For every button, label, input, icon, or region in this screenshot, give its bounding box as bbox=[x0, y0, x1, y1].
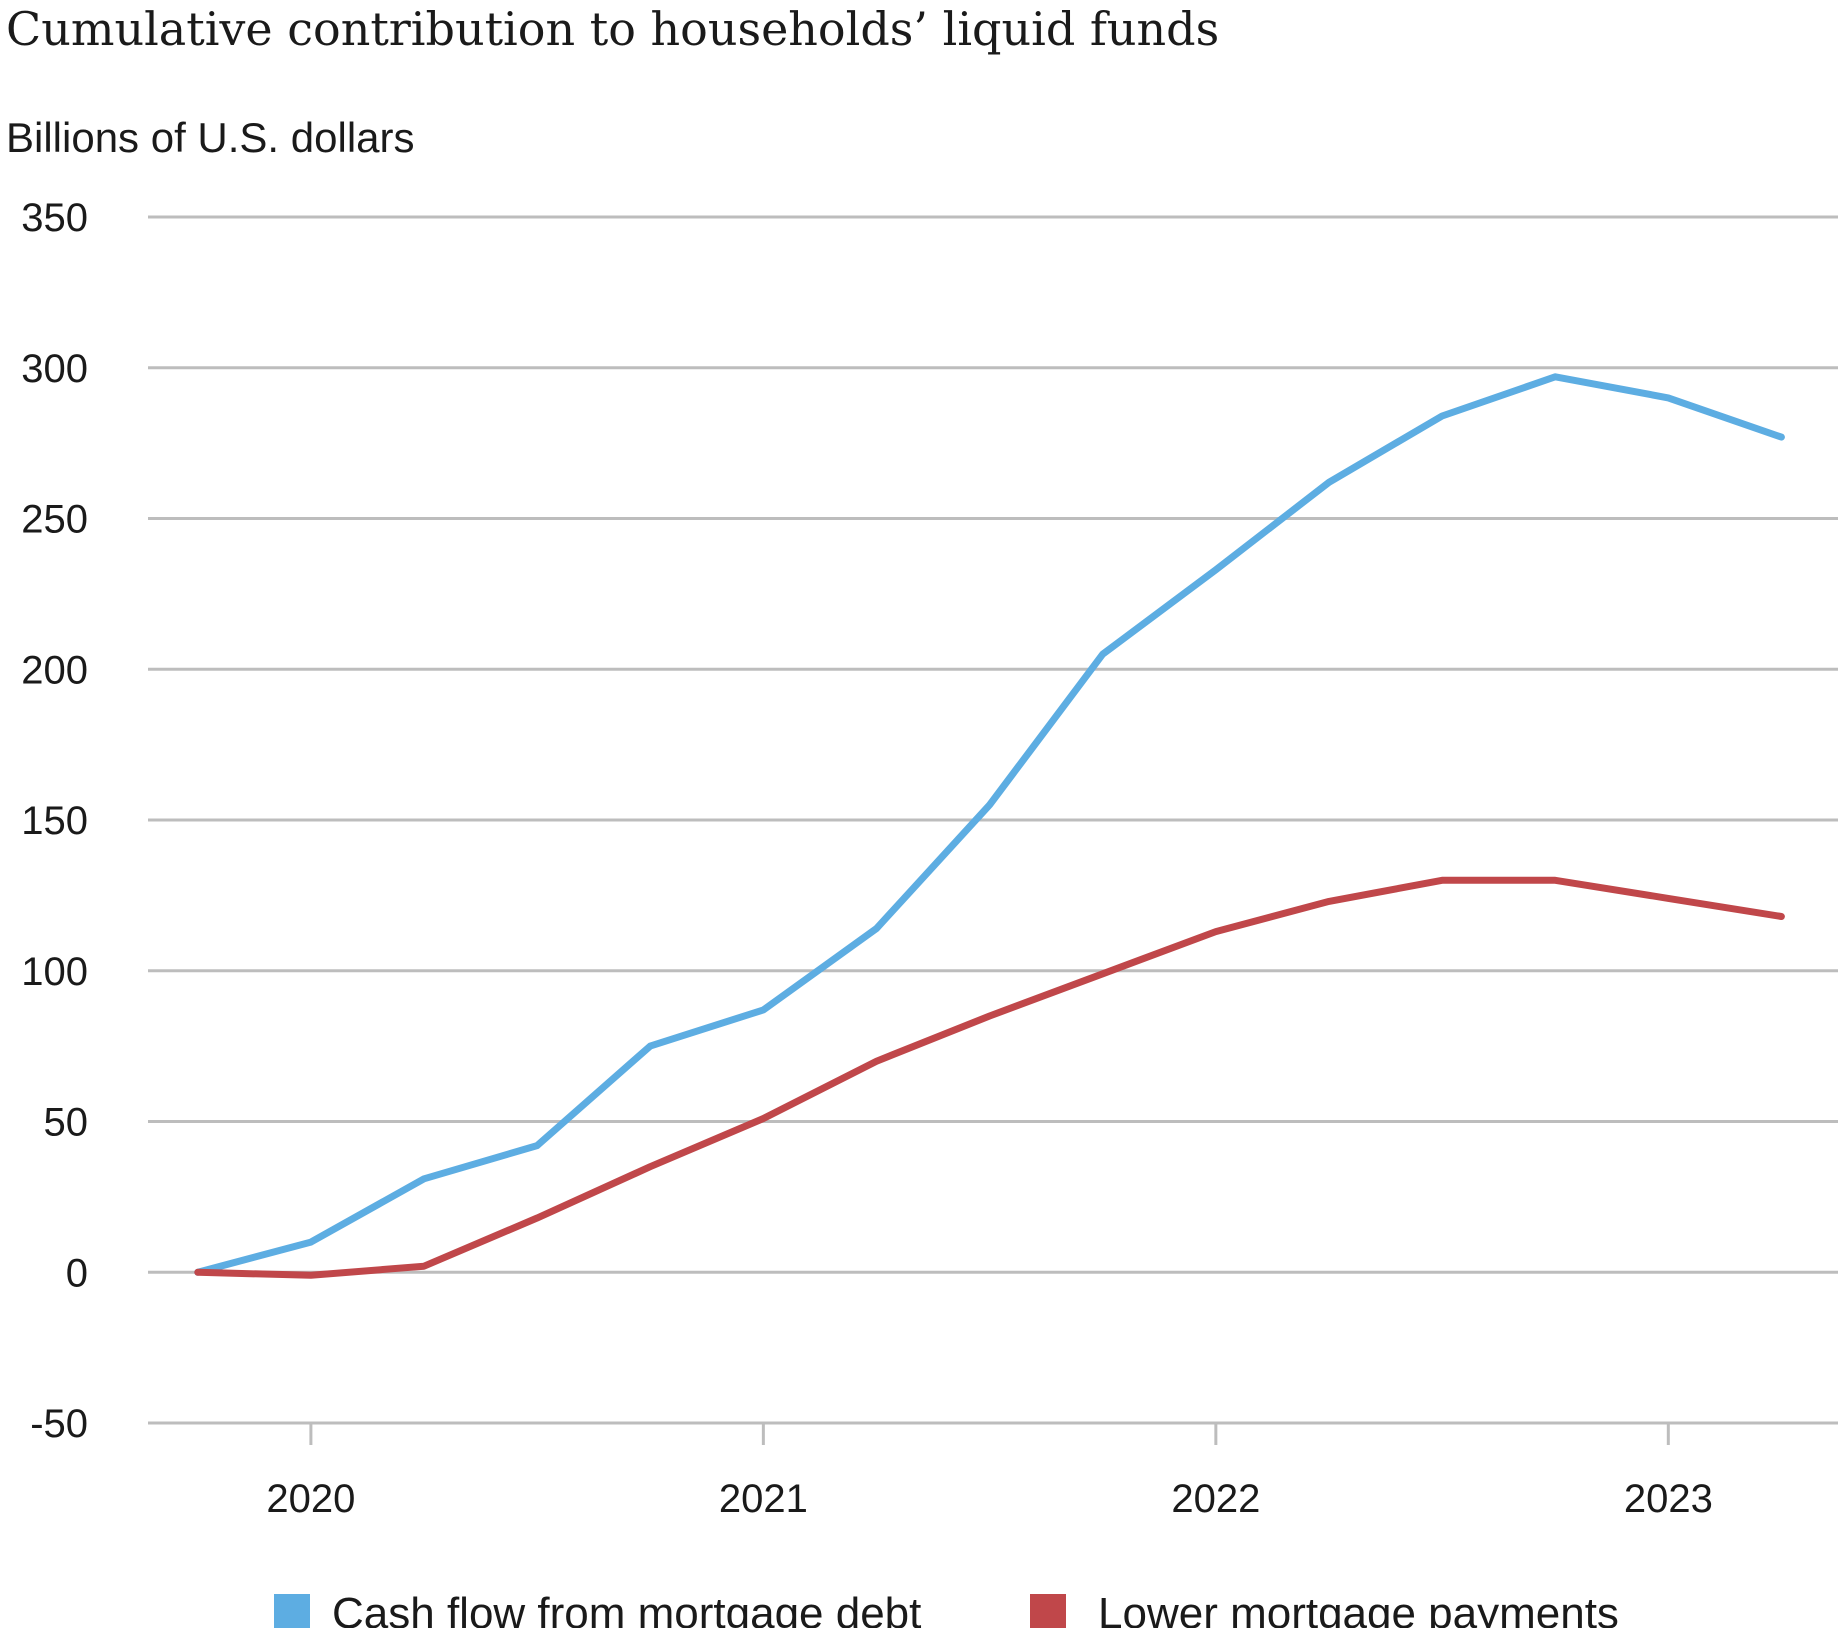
legend-label: Cash flow from mortgage debt bbox=[332, 1589, 921, 1628]
x-axis-ticks: 2020 2021 2022 2023 bbox=[266, 1423, 1713, 1521]
x-tick-label: 2020 bbox=[266, 1477, 355, 1521]
x-tick-label: 2022 bbox=[1171, 1477, 1260, 1521]
y-tick-label: -50 bbox=[30, 1402, 88, 1446]
y-tick-label: 200 bbox=[21, 648, 88, 692]
legend-swatch bbox=[1030, 1594, 1066, 1628]
x-tick-label: 2021 bbox=[719, 1477, 808, 1521]
y-axis-ticks: 350 300 250 200 150 100 50 0 -50 bbox=[21, 196, 88, 1446]
y-tick-label: 150 bbox=[21, 799, 88, 843]
y-tick-label: 250 bbox=[21, 498, 88, 542]
gridlines bbox=[148, 215, 1838, 1425]
y-tick-label: 300 bbox=[21, 347, 88, 391]
chart-title: Cumulative contribution to households’ l… bbox=[6, 2, 1220, 56]
legend-label: Lower mortgage payments bbox=[1098, 1589, 1619, 1628]
y-tick-label: 100 bbox=[21, 950, 88, 994]
legend: Cash flow from mortgage debt Lower mortga… bbox=[274, 1589, 1619, 1628]
series-lines bbox=[194, 373, 1785, 1279]
y-axis-label: Billions of U.S. dollars bbox=[6, 114, 415, 161]
series-line-2 bbox=[194, 876, 1785, 1279]
series-line-1 bbox=[194, 373, 1785, 1276]
y-tick-label: 50 bbox=[44, 1101, 89, 1145]
y-tick-label: 350 bbox=[21, 196, 88, 240]
x-tick-label: 2023 bbox=[1624, 1477, 1713, 1521]
y-tick-label: 0 bbox=[66, 1251, 88, 1295]
legend-swatch bbox=[274, 1594, 310, 1628]
